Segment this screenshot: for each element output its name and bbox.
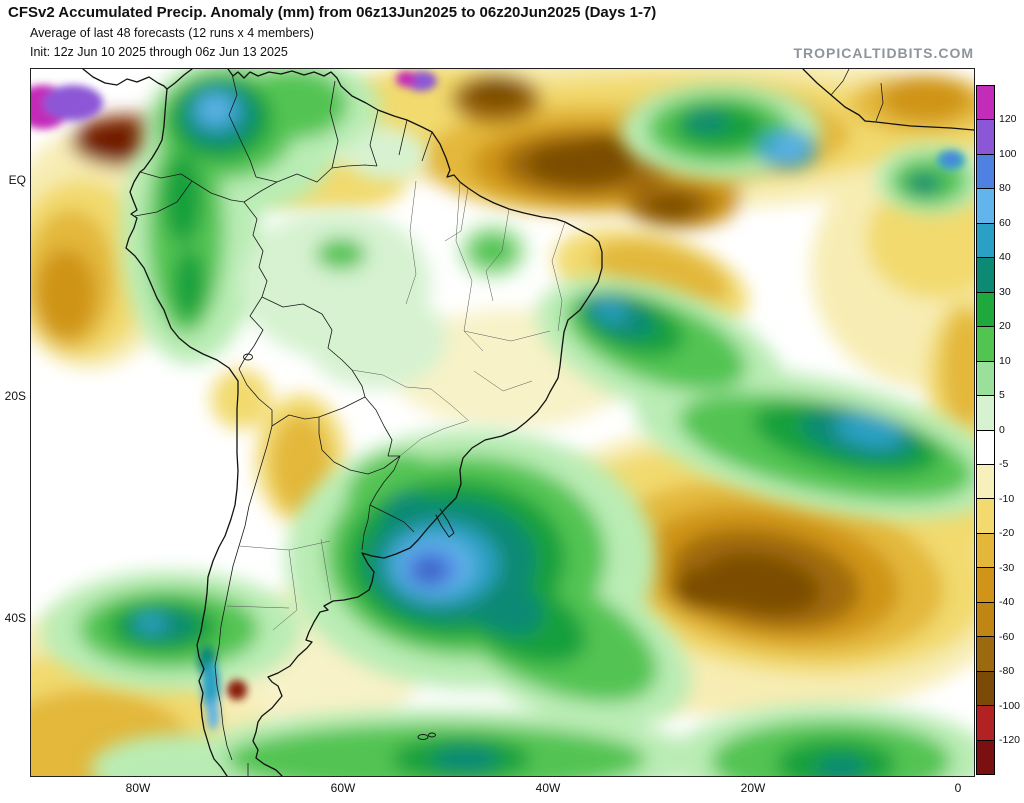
colorbar-segment [977,222,994,258]
colorbar-segment [977,601,994,637]
colorbar-segment [977,705,994,740]
colorbar-label: -120 [999,734,1021,746]
coast-south-america-east [227,69,603,776]
coast-lagoon [435,508,455,538]
x-tick-40w: 40W [535,781,561,795]
x-tick-20w: 20W [740,781,766,795]
colorbar-segment [977,291,994,327]
y-tick-eq: EQ [8,173,26,187]
coast-central-america [82,69,193,90]
colorbar-label: -30 [999,561,1015,574]
colorbar-label: 30 [999,285,1011,298]
positive-anomaly-blobs [41,69,974,776]
colorbar-label: 20 [999,320,1011,332]
colorbar-label: 120 [999,113,1017,125]
small-anomaly-spots [31,71,965,730]
colorbar-label: -100 [999,699,1021,712]
watermark: TROPICALTIDBITS.COM [793,45,974,61]
colorbar-segment [977,360,994,396]
colorbar-label: 10 [999,354,1011,367]
coastline-layer [82,69,974,776]
x-tick-0: 0 [954,781,962,795]
colorbar-label: -40 [999,596,1015,608]
colorbar-label: 5 [999,389,1005,401]
colorbar-label: -60 [999,630,1015,643]
colorbar-segment [977,86,994,120]
colorbar-segment [977,739,994,775]
colorbar-segment [977,567,994,602]
colorbar-segment [977,119,994,154]
x-tick-80w: 80W [125,781,151,795]
colorbar-label: 80 [999,182,1011,194]
colorbar-segment [977,532,994,568]
chart-title: CFSv2 Accumulated Precip. Anomaly (mm) f… [8,4,657,21]
colorbar-label: -5 [999,458,1009,470]
colorbar-segment [977,257,994,292]
y-tick-40s: 40S [4,611,26,625]
colorbar-segment [977,636,994,671]
colorbar-segment [977,463,994,499]
colorbar-segment [977,498,994,533]
colorbar-segment [977,395,994,430]
colorbar-segment [977,429,994,464]
colorbar-label: -80 [999,665,1015,677]
colorbar-segment [977,153,994,189]
colorbar-label: 60 [999,216,1011,229]
coast-south-america-west [125,88,239,776]
colorbar-label: 100 [999,147,1017,160]
colorbar-segment [977,326,994,361]
map-area [30,68,975,777]
map-svg [31,69,974,776]
state-border-layer [226,180,566,631]
colorbar-label: 0 [999,423,1005,436]
island-falkland-west [417,734,429,740]
chart-subtitle: Average of last 48 forecasts (12 runs x … [30,26,314,40]
coast-west-africa [802,69,974,131]
country-border-layer [134,69,884,776]
colorbar-label: -20 [999,527,1015,539]
colorbar-label: -10 [999,492,1015,505]
colorbar-label: 40 [999,251,1011,263]
init-info: Init: 12z Jun 10 2025 through 06z Jun 13… [30,45,288,59]
island-falkland-east [428,732,436,738]
colorbar-labels: 120 100 80 60 40 30 20 10 5 0 -5 -10 -20 -30 -40 -60 -80… [999,85,1024,775]
colorbar-segment [977,670,994,706]
y-tick-20s: 20S [4,389,26,403]
colorbar-segments [976,85,995,775]
x-tick-60w: 60W [330,781,356,795]
colorbar-segment [977,188,994,223]
